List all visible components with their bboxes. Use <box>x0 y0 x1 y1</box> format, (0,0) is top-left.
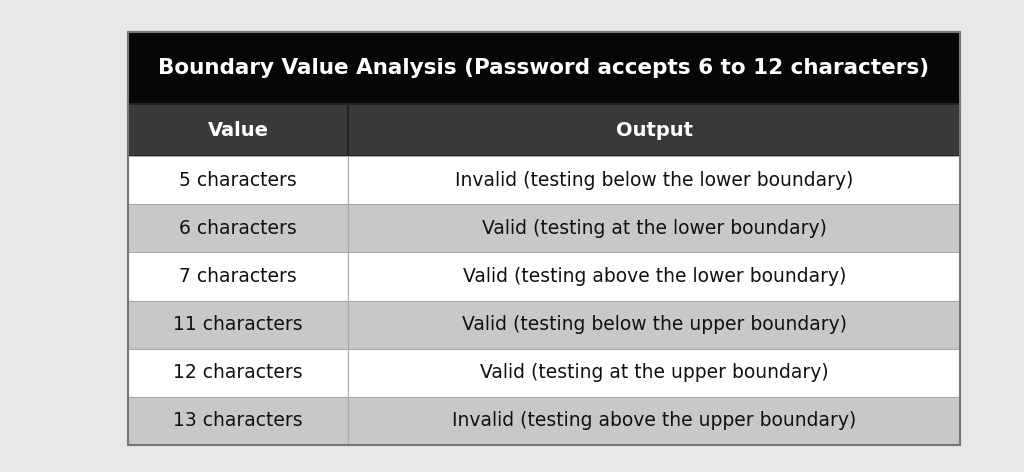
Text: Output: Output <box>615 120 693 140</box>
Bar <box>128 104 348 156</box>
Bar <box>128 349 348 397</box>
Bar <box>128 32 961 445</box>
Bar <box>348 349 961 397</box>
Text: Valid (testing below the upper boundary): Valid (testing below the upper boundary) <box>462 315 847 334</box>
Bar <box>128 156 348 204</box>
Text: Invalid (testing below the lower boundary): Invalid (testing below the lower boundar… <box>455 170 853 190</box>
Text: Valid (testing at the upper boundary): Valid (testing at the upper boundary) <box>480 363 828 382</box>
Text: 7 characters: 7 characters <box>179 267 297 286</box>
Bar <box>128 253 348 301</box>
Bar <box>348 104 961 156</box>
Bar <box>348 397 961 445</box>
Text: 6 characters: 6 characters <box>179 219 297 238</box>
Bar <box>128 301 348 349</box>
Text: 13 characters: 13 characters <box>173 412 303 430</box>
Text: Boundary Value Analysis (Password accepts 6 to 12 characters): Boundary Value Analysis (Password accept… <box>159 58 930 78</box>
Text: 12 characters: 12 characters <box>173 363 303 382</box>
Bar <box>128 397 348 445</box>
Text: 11 characters: 11 characters <box>173 315 303 334</box>
Bar <box>348 301 961 349</box>
Text: Valid (testing at the lower boundary): Valid (testing at the lower boundary) <box>482 219 826 238</box>
Bar <box>348 204 961 253</box>
Bar <box>348 253 961 301</box>
Text: Invalid (testing above the upper boundary): Invalid (testing above the upper boundar… <box>453 412 856 430</box>
Text: 5 characters: 5 characters <box>179 170 297 190</box>
Bar <box>128 32 961 104</box>
Text: Value: Value <box>208 120 268 140</box>
Bar <box>348 156 961 204</box>
Text: Valid (testing above the lower boundary): Valid (testing above the lower boundary) <box>463 267 846 286</box>
Bar <box>128 204 348 253</box>
